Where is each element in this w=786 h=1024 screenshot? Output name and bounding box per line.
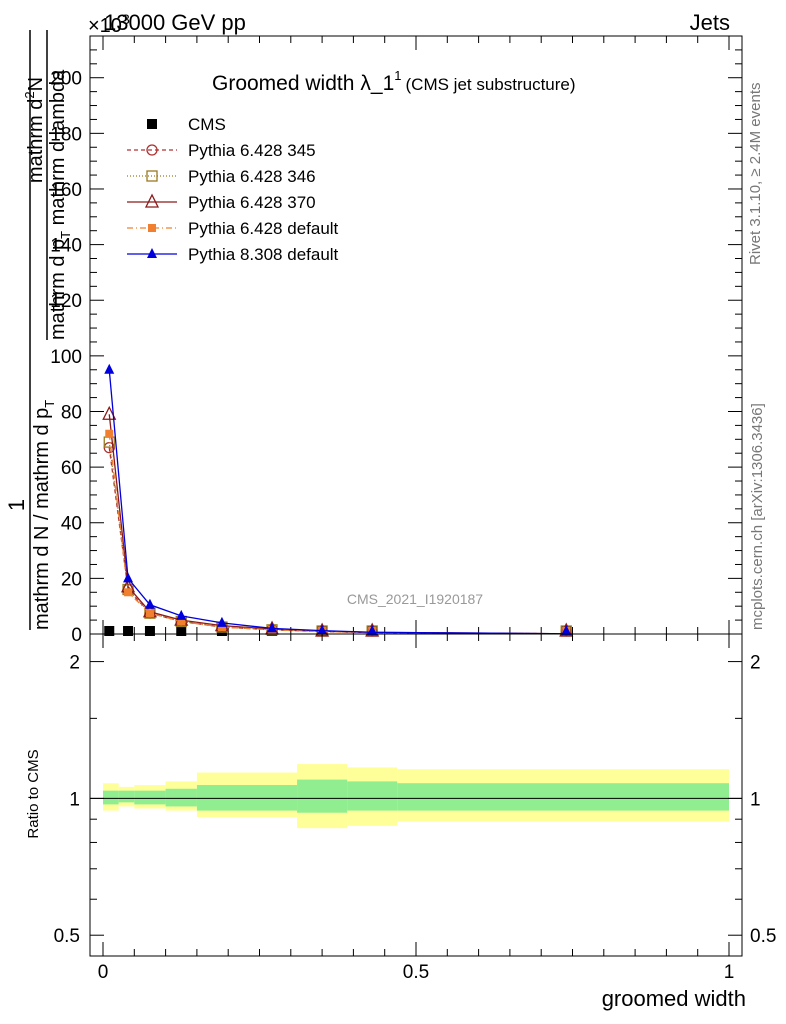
mcplots-label: mcplots.cern.ch [arXiv:1306.3436] [749, 403, 766, 630]
ratio-ytick-label: 2 [69, 653, 80, 674]
main-ylabel-fraction: mathrm d2N mathrm d pT mathrm d lambda [22, 30, 73, 340]
legend-label: Pythia 6.428 345 [188, 141, 316, 160]
main-ytick-label: 40 [61, 514, 82, 535]
series-line [108, 442, 567, 635]
ratio-inner-band [165, 788, 197, 807]
data-point [317, 624, 328, 635]
data-point [102, 405, 117, 420]
data-point [124, 588, 133, 597]
data-point [267, 622, 278, 633]
main-ytick-label: 100 [50, 347, 82, 368]
series-1 [103, 441, 572, 637]
xtick-label: 0 [98, 962, 109, 983]
main-ytick-label: 80 [61, 402, 82, 423]
ylabel-frac-top: mathrm d2N [22, 77, 47, 183]
main-ytick-label: 120 [50, 291, 82, 312]
main-ytick-label: 20 [61, 569, 82, 590]
legend: CMS Pythia 6.428 345 Pythia 6.428 346 Pythi… [127, 115, 339, 264]
main-ytick-label: 200 [50, 69, 82, 90]
exponent-label: ×103 [88, 11, 130, 37]
ratio-ytick-label: 1 [69, 789, 80, 810]
plot-title: Groomed width λ_11 (CMS jet substructure) [212, 68, 576, 95]
data-point [145, 609, 154, 618]
legend-entry: Pythia 8.308 default [127, 245, 339, 264]
legend-entry: CMS [147, 115, 226, 134]
header-left: 13000 GeV pp [104, 10, 246, 35]
xtick-label: 1 [724, 962, 735, 983]
ratio-inner-band [347, 781, 398, 811]
ylabel-frac-bottom: mathrm d pT mathrm d lambda [47, 69, 73, 340]
main-axis-ticks: 0 20 40 60 80 100 120 140 160 180 200 [50, 36, 742, 646]
ratio-ytick-label-right: 1 [750, 789, 761, 810]
legend-label: CMS [188, 115, 226, 134]
svg-text:1: 1 [4, 499, 29, 511]
legend-marker [146, 170, 158, 182]
series-4 [105, 429, 571, 635]
main-series-layer [102, 363, 574, 637]
data-point [123, 572, 134, 583]
ratio-ytick-label: 0.5 [54, 926, 80, 947]
data-point [144, 626, 155, 636]
legend-label: Pythia 6.428 default [188, 219, 339, 238]
series-3 [102, 405, 574, 637]
data-point [561, 625, 572, 635]
series-line [108, 447, 567, 635]
main-ytick-label: 60 [61, 458, 82, 479]
legend-entry: Pythia 6.428 default [127, 219, 339, 238]
legend-marker [147, 248, 157, 258]
data-point [216, 616, 227, 627]
legend-marker [144, 193, 160, 208]
legend-marker [146, 144, 158, 156]
main-ytick-label: 140 [50, 236, 82, 257]
analysis-watermark: CMS_2021_I1920187 [347, 591, 483, 607]
main-ytick-label: 160 [50, 180, 82, 201]
data-point [217, 623, 226, 632]
data-point [177, 617, 186, 626]
rivet-label: Rivet 3.1.10, ≥ 2.4M events [747, 83, 764, 266]
xtick-label: 0.5 [403, 962, 429, 983]
legend-entry: Pythia 6.428 346 [127, 167, 316, 186]
data-point [367, 625, 378, 635]
data-point [104, 626, 115, 636]
data-point [176, 626, 187, 636]
legend-label: Pythia 6.428 370 [188, 193, 316, 212]
xlabel: groomed width [602, 986, 746, 1011]
data-point [123, 626, 134, 636]
main-ytick-label: 180 [50, 124, 82, 145]
main-ylabel: 1 mathrm d N / mathrm d pT [4, 30, 57, 630]
legend-label: Pythia 6.428 346 [188, 167, 316, 186]
ratio-ylabel: Ratio to CMS [25, 749, 42, 838]
series-5 [104, 363, 572, 635]
ratio-axis-ticks: 0.5 0.5 1 1 2 2 0 0.5 1 [54, 634, 776, 983]
legend-entry: Pythia 6.428 345 [127, 141, 316, 160]
series-line [108, 369, 567, 635]
data-point [104, 363, 115, 374]
series-line [108, 433, 567, 635]
ylabel-denominator: mathrm d N / mathrm d pT [31, 400, 57, 630]
legend-marker [148, 224, 156, 232]
series-2 [103, 436, 572, 637]
ratio-inner-band [118, 790, 135, 803]
ratio-inner-band [397, 783, 729, 811]
data-point [176, 609, 187, 620]
ratio-ytick-label-right: 0.5 [750, 926, 776, 947]
ratio-inner-band [103, 790, 119, 805]
ratio-inner-band [134, 790, 166, 805]
data-point [144, 598, 155, 609]
series-line [108, 414, 567, 635]
ratio-bands [103, 764, 729, 829]
legend-entry: Pythia 6.428 370 [127, 193, 316, 212]
ratio-inner-band [196, 785, 298, 811]
legend-label: Pythia 8.308 default [188, 245, 339, 264]
ratio-inner-band [297, 779, 348, 813]
legend-marker [147, 119, 157, 129]
ratio-ytick-label-right: 2 [750, 653, 761, 674]
main-ytick-label: 0 [71, 625, 82, 646]
data-point [105, 429, 114, 438]
header-right: Jets [690, 10, 730, 35]
